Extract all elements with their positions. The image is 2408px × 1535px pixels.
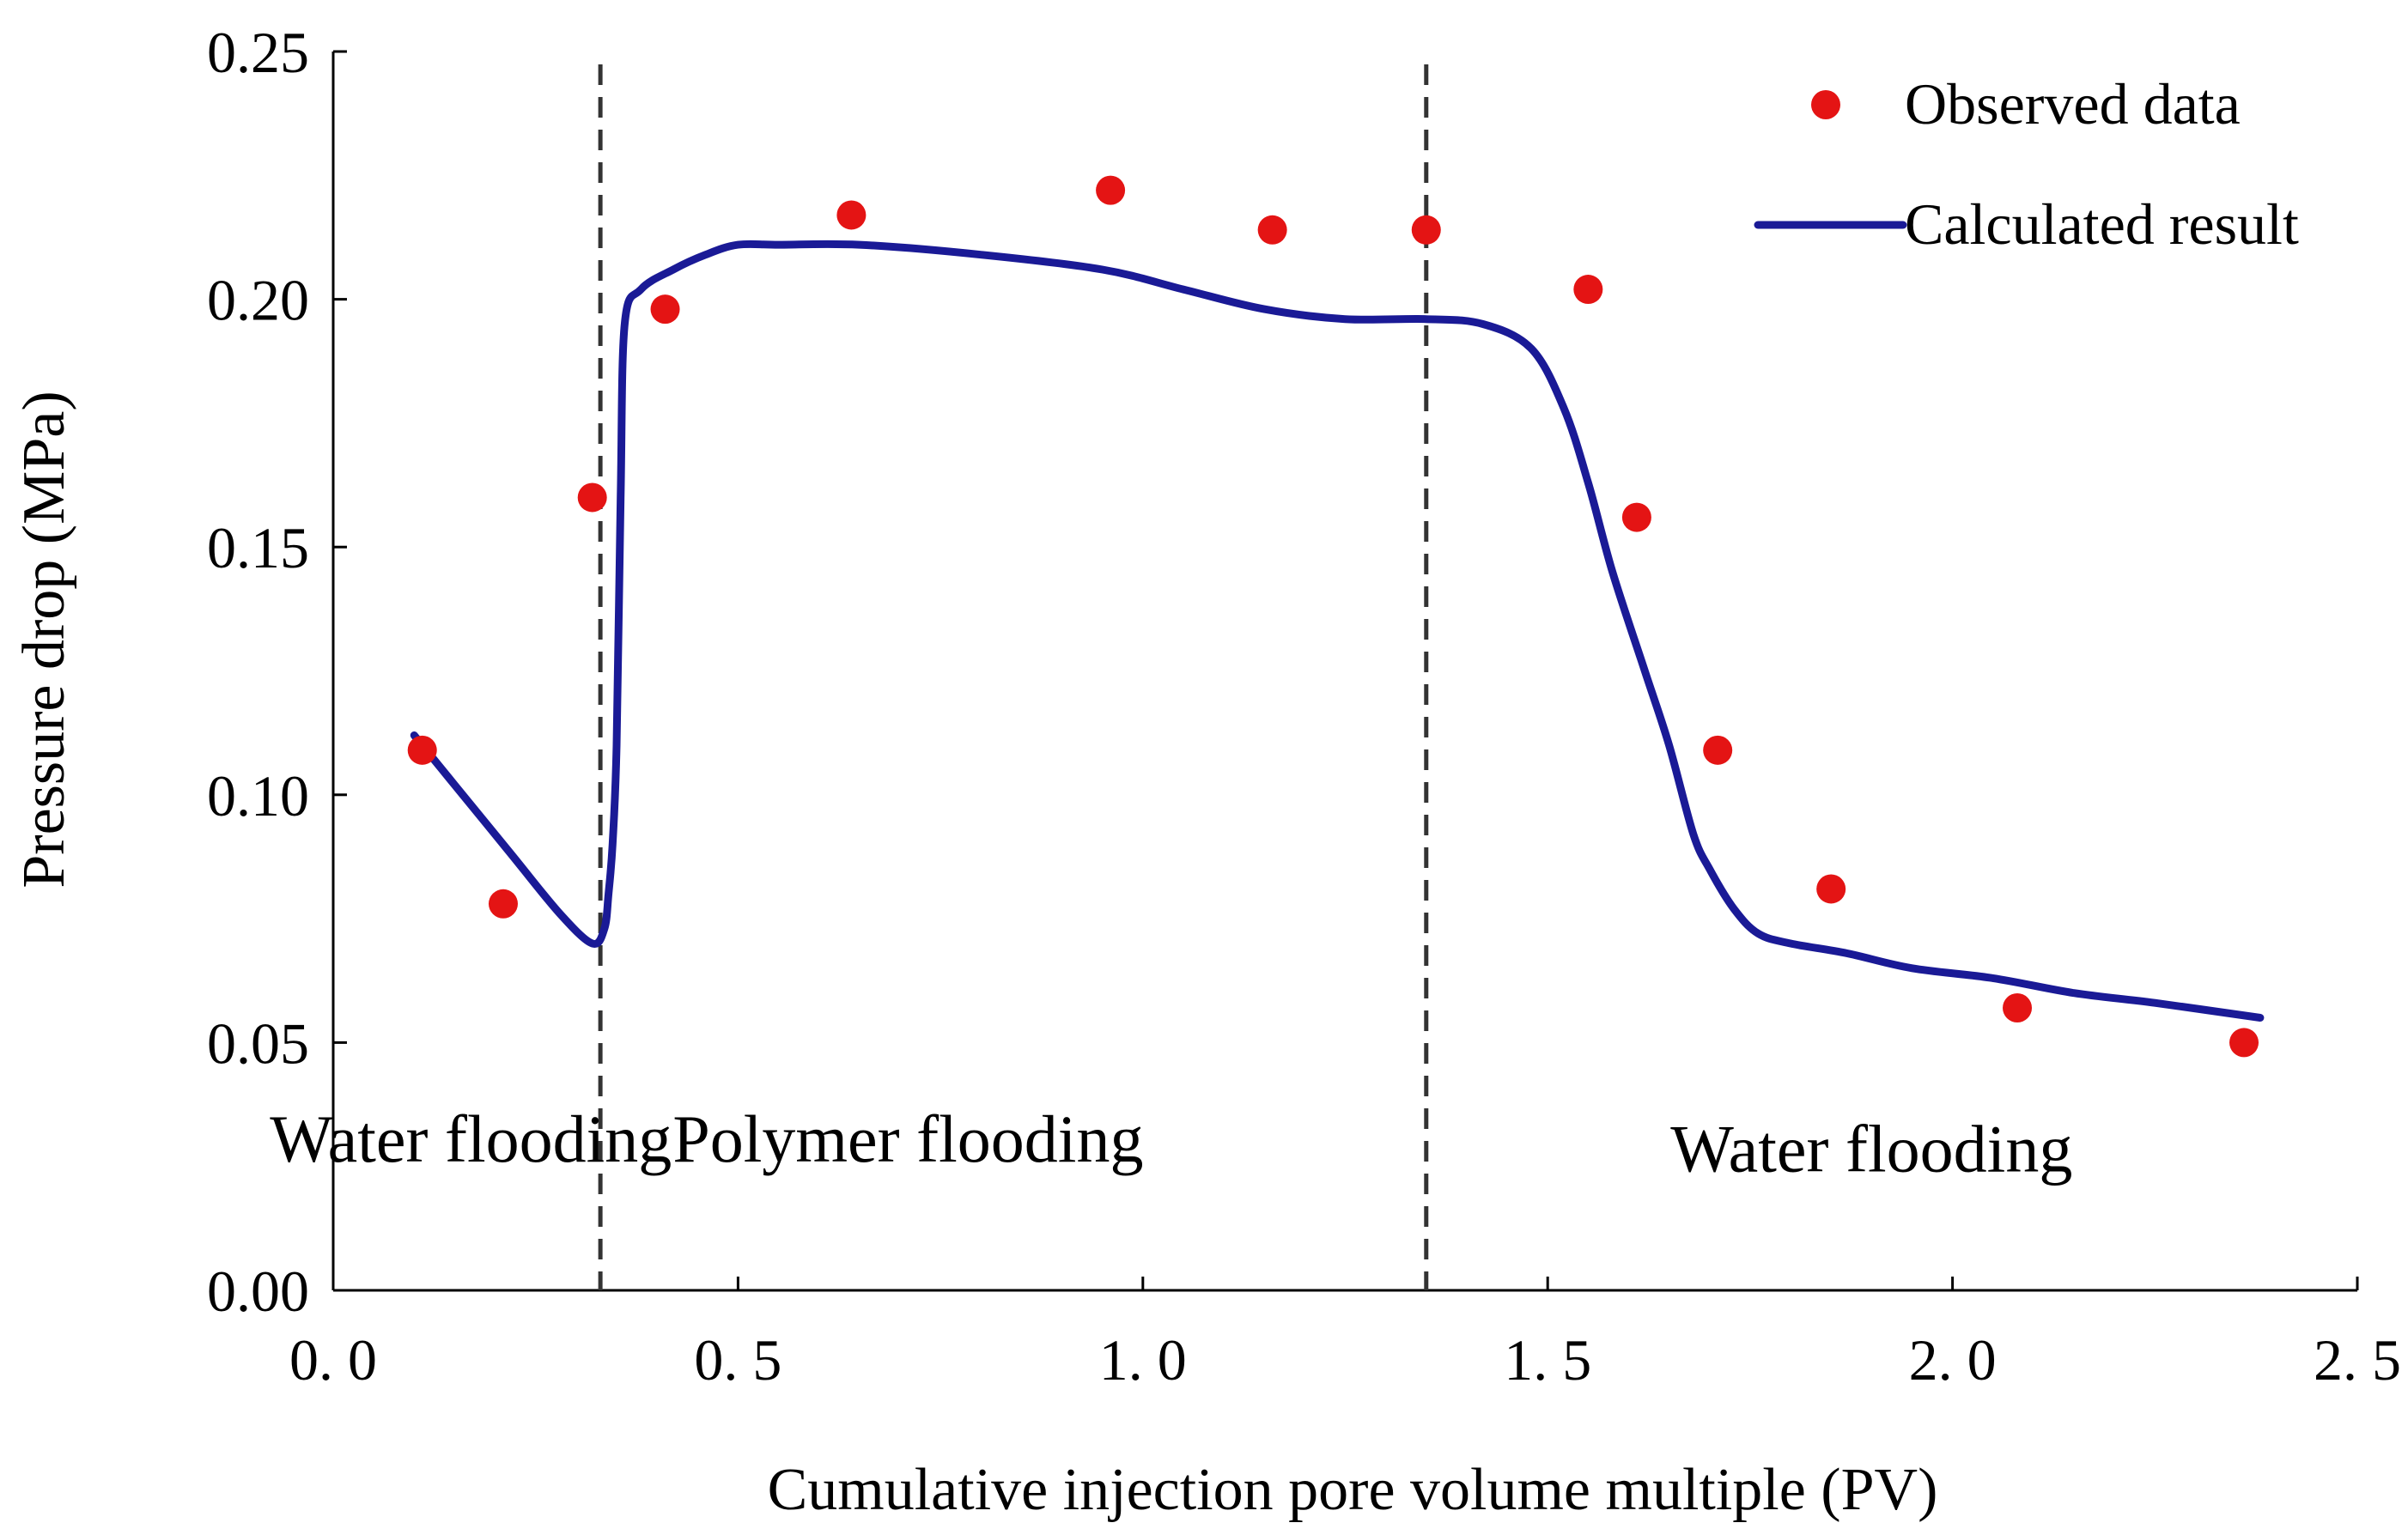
observed-data-point [488,889,518,919]
calculated-series [410,240,2265,1022]
y-axis-title: Pressure drop (MPa) [11,391,77,888]
axes [331,52,2357,1292]
y-tick-label: 0.15 [207,515,309,580]
observed-data-point [650,294,680,325]
y-tick-label: 0.10 [207,763,309,828]
observed-data-point [836,200,867,230]
phase-label: Water flooding [1670,1111,2072,1186]
y-tick-label: 0.25 [207,20,309,85]
x-tick-label: 1. 5 [1504,1327,1591,1392]
legend: Observed data Calculated result [1754,71,2299,257]
observed-data-point [577,482,607,513]
phase-label: Water flooding [270,1101,672,1176]
observed-data-point [1096,175,1126,205]
x-tick-label: 0. 5 [694,1327,781,1392]
observed-data-point [2229,1028,2259,1058]
y-tick-label: 0.20 [207,268,309,333]
observed-data-point [1816,874,1846,904]
phase-annotations: Water flooding Polymer flooding Water floo… [270,1101,2072,1186]
legend-observed-label: Observed data [1905,71,2241,137]
ticks: 0.00 0.05 0.10 0.15 0.20 0.25 0. 0 0. 5 1. 0 1. 5… [207,20,2401,1392]
observed-data-point [1621,502,1651,532]
observed-data-point [1703,735,1733,765]
x-tick-label: 2. 5 [2314,1327,2401,1392]
legend-observed-marker [1811,90,1840,119]
observed-data-point [2003,992,2033,1022]
x-tick-label: 1. 0 [1099,1327,1187,1392]
x-tick-label: 2. 0 [1909,1327,1997,1392]
phase-label: Polymer flooding [672,1101,1143,1176]
x-axis-title: Cumulative injection pore volume multipl… [768,1457,1938,1523]
y-tick-label: 0.05 [207,1010,309,1076]
observed-series [407,175,2259,1058]
observed-data-point [1257,215,1287,245]
legend-calculated-label: Calculated result [1905,191,2299,257]
phase-dividers [598,64,1429,1290]
observed-data-point [1573,275,1603,305]
calculated-result-line [410,240,2265,1022]
observed-data-point [407,735,437,765]
x-tick-label: 0. 0 [289,1327,377,1392]
y-tick-label: 0.00 [207,1259,309,1324]
observed-data-point [1411,215,1441,245]
